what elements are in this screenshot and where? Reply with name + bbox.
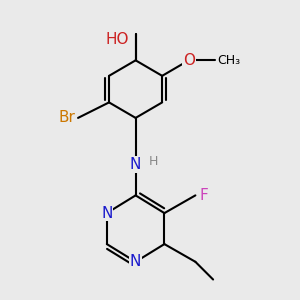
- Text: N: N: [130, 254, 141, 269]
- Text: CH₃: CH₃: [218, 54, 241, 67]
- Text: N: N: [130, 157, 141, 172]
- Text: Br: Br: [59, 110, 76, 125]
- Text: N: N: [101, 206, 112, 220]
- Text: H: H: [148, 154, 158, 168]
- Text: HO: HO: [106, 32, 129, 46]
- Text: F: F: [200, 188, 208, 203]
- Text: O: O: [183, 53, 195, 68]
